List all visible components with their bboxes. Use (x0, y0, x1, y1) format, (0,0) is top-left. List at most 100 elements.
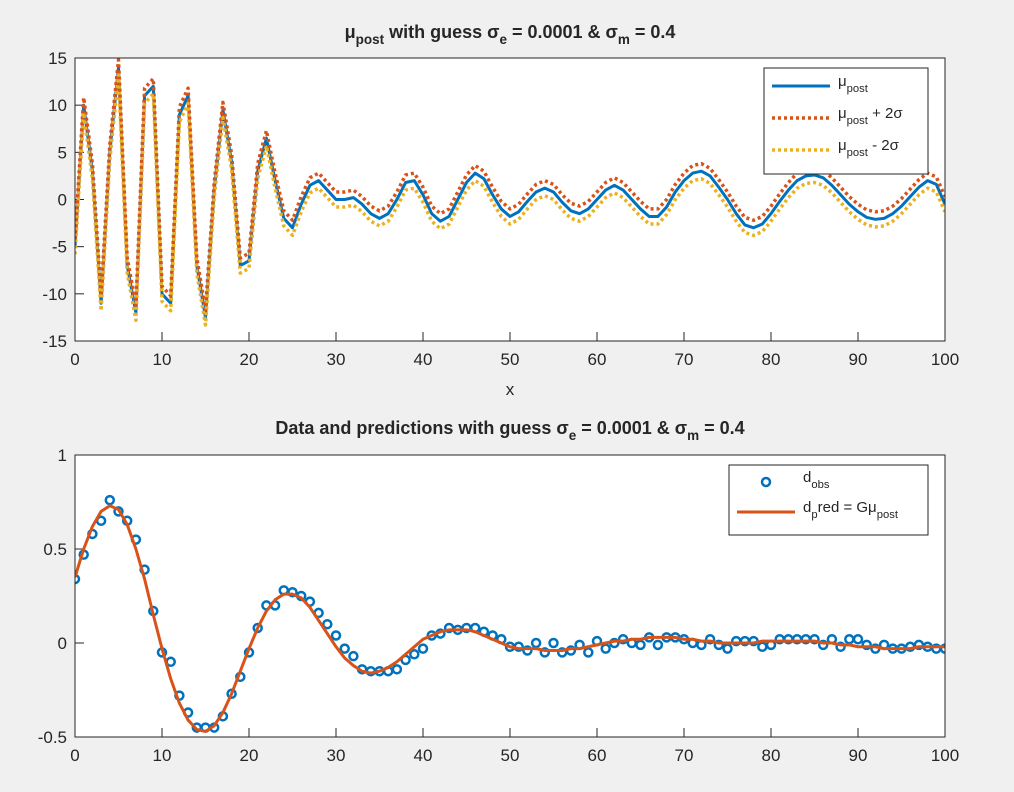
data-point (322, 618, 333, 630)
x-tick-label: 70 (675, 746, 694, 765)
x-tick-label: 40 (414, 746, 433, 765)
data-line (75, 73, 945, 327)
x-tick-label: 50 (501, 350, 520, 369)
data-line (75, 58, 945, 312)
text-run: μ (345, 22, 356, 42)
text-run: post (877, 509, 899, 521)
data-point (113, 506, 124, 517)
x-tick-label: 70 (675, 350, 694, 369)
chart-title: μpost with guess σe = 0.0001 & σm = 0.4 (345, 22, 676, 47)
text-run: post (847, 115, 869, 127)
text-run: d (803, 469, 811, 486)
x-tick-label: 20 (240, 746, 259, 765)
data-point (861, 639, 872, 651)
y-tick-label: -5 (52, 238, 67, 257)
data-point (713, 639, 725, 651)
text-run: obs (811, 479, 830, 491)
data-point (852, 633, 864, 645)
text-run: μ (838, 73, 847, 90)
data-point (75, 573, 81, 585)
x-tick-label: 30 (327, 350, 346, 369)
legend-label: μpost - 2σ (838, 137, 900, 159)
text-run: p (811, 509, 817, 521)
axes-box (74, 454, 946, 738)
text-run: e (499, 32, 507, 47)
data-point (652, 639, 664, 651)
legend-box (728, 464, 929, 536)
y-tick-label: 1 (58, 446, 67, 465)
legend-label: dpred = Gμpost (803, 499, 899, 521)
x-tick-label: 40 (414, 350, 433, 369)
data-line (75, 504, 945, 733)
y-tick-label: 0 (58, 634, 67, 653)
data-point (409, 649, 420, 660)
text-run: = 0.4 (699, 418, 745, 438)
plot-content (75, 494, 945, 733)
text-run: d (803, 499, 811, 516)
text-run: - 2σ (868, 137, 900, 154)
x-tick-label: 50 (501, 746, 520, 765)
legend-label: μpost + 2σ (838, 105, 903, 127)
text-run: e (569, 428, 577, 443)
x-tick-label: 80 (762, 350, 781, 369)
y-tick-label: 0 (58, 191, 67, 210)
text-run: post (847, 83, 869, 95)
plot-content (75, 58, 945, 327)
axes-box (74, 57, 946, 342)
data-point (548, 637, 559, 649)
data-point (722, 643, 733, 654)
text-run: post (356, 32, 385, 47)
x-tick-label: 30 (327, 746, 346, 765)
y-tick-label: -15 (42, 332, 67, 351)
text-run: m (687, 428, 699, 443)
text-run: m (618, 32, 630, 47)
text-run: = 0.4 (630, 22, 676, 42)
data-point (252, 622, 263, 634)
data-point (104, 494, 116, 506)
text-run: μ (838, 137, 847, 154)
data-point (348, 650, 359, 662)
x-tick-label: 60 (588, 746, 607, 765)
data-point (287, 586, 298, 598)
data-point (635, 639, 646, 651)
legend-swatch (760, 476, 772, 488)
data-point (417, 643, 429, 654)
data-point (330, 630, 342, 641)
x-tick-label: 20 (240, 350, 259, 369)
x-tick-label: 100 (931, 746, 959, 765)
text-run: red = Gμ (818, 499, 877, 516)
text-run: Data and predictions with guess σ (275, 418, 568, 438)
x-tick-label: 0 (70, 746, 79, 765)
data-point (522, 645, 533, 656)
y-tick-label: 5 (58, 143, 67, 162)
x-tick-label: 10 (153, 746, 172, 765)
data-point (600, 643, 611, 654)
x-tick-label: 90 (849, 746, 868, 765)
legend-label: dobs (803, 469, 830, 491)
data-point (835, 641, 846, 653)
text-run: with guess σ (384, 22, 499, 42)
x-tick-label: 0 (70, 350, 79, 369)
data-point (809, 633, 820, 645)
chart-title: Data and predictions with guess σe = 0.0… (275, 418, 744, 443)
legend-label: μpost (838, 73, 869, 95)
data-point (339, 643, 350, 654)
data-point (817, 639, 829, 651)
text-run: + 2σ (868, 105, 903, 122)
data-point (583, 647, 594, 658)
data-point (704, 633, 716, 645)
x-tick-label: 80 (762, 746, 781, 765)
data-point (391, 664, 403, 675)
x-tick-label: 60 (588, 350, 607, 369)
x-axis-label: x (506, 380, 515, 399)
text-run: μ (838, 105, 847, 122)
y-tick-label: 0.5 (43, 540, 67, 559)
data-point (539, 647, 551, 658)
y-tick-label: 10 (48, 96, 67, 115)
text-run: post (847, 147, 869, 159)
x-tick-label: 10 (153, 350, 172, 369)
data-point (530, 637, 542, 649)
y-tick-label: -10 (42, 285, 67, 304)
text-run: = 0.0001 & σ (507, 22, 618, 42)
